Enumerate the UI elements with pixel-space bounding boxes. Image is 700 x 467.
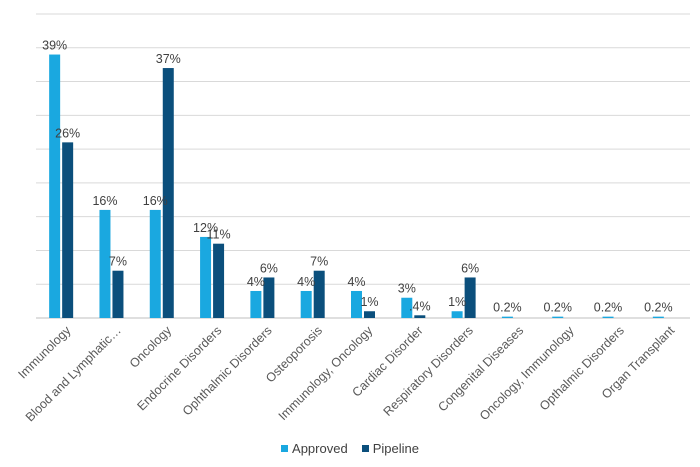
data-label: 7%: [109, 255, 127, 269]
data-label: 7%: [310, 255, 328, 269]
data-label: 4%: [247, 275, 265, 289]
bar-pipeline: [414, 315, 426, 318]
x-tick-label: Ophthalmic Disorders: [180, 323, 275, 418]
x-tick-label: Oncology, Immunology: [477, 323, 577, 423]
data-label: .4%: [409, 299, 431, 313]
legend-item-approved: Approved: [281, 441, 348, 456]
x-tick-label: Opthalmic Disorders: [537, 323, 627, 413]
bar-approved: [149, 209, 161, 318]
legend-swatch-approved: [281, 445, 289, 452]
data-label: 4%: [347, 275, 365, 289]
data-label: 1%: [360, 295, 378, 309]
gridlines: [36, 13, 690, 319]
bar-approved: [49, 54, 61, 319]
bar-pipeline: [364, 311, 375, 318]
bar-approved: [501, 316, 513, 318]
data-label: 0.2%: [594, 301, 623, 315]
bar-pipeline: [62, 142, 74, 318]
data-label: 3%: [398, 282, 416, 296]
legend-item-pipeline: Pipeline: [361, 441, 419, 456]
data-label: 1%: [448, 295, 466, 309]
x-tick-label: Immunology, Oncology: [276, 323, 376, 423]
bar-pipeline: [213, 243, 225, 318]
bar-approved: [250, 290, 262, 318]
legend-label-pipeline: Pipeline: [372, 441, 419, 456]
bar-pipeline: [464, 277, 476, 318]
data-label: 16%: [143, 194, 168, 208]
data-label: 6%: [461, 261, 479, 275]
bar-approved: [602, 316, 614, 318]
bars: [49, 54, 664, 319]
bar-pipeline: [162, 68, 174, 319]
bar-approved: [300, 290, 312, 318]
data-label: 39%: [42, 39, 67, 53]
legend-label-approved: Approved: [292, 441, 348, 456]
bar-approved: [200, 236, 212, 318]
bar-pipeline: [313, 270, 325, 318]
legend: Approved Pipeline: [0, 441, 700, 456]
data-label: 6%: [260, 261, 278, 275]
bar-approved: [451, 311, 463, 318]
x-tick-label: Congenital Diseases: [435, 323, 526, 414]
x-tick-label: Endocrine Disorders: [134, 323, 224, 413]
bar-approved: [99, 209, 111, 318]
bar-approved: [552, 316, 564, 318]
bar-pipeline: [263, 277, 275, 318]
x-tick-label: Blood and Lymphatic…: [23, 323, 124, 424]
legend-swatch-pipeline: [361, 445, 369, 452]
data-label: 16%: [92, 194, 117, 208]
data-label: 37%: [156, 52, 181, 66]
data-label: 0.2%: [644, 301, 673, 315]
data-label: 26%: [55, 126, 80, 140]
x-tick-label: Oncology: [127, 323, 175, 371]
bar-approved: [401, 297, 413, 318]
data-label: 12%: [193, 221, 218, 235]
bar-approved: [351, 290, 362, 318]
data-label: 0.2%: [493, 301, 522, 315]
x-tick-label: Respiratory Disorders: [381, 323, 476, 418]
data-labels: 39%26%16%7%16%37%12%11%4%6%4%7%4%1%3%.4%…: [42, 39, 672, 315]
bar-approved: [652, 316, 664, 318]
data-label: 4%: [297, 275, 315, 289]
bar-pipeline: [112, 270, 124, 318]
data-label: 0.2%: [543, 301, 572, 315]
data-label: 11%: [207, 228, 231, 242]
